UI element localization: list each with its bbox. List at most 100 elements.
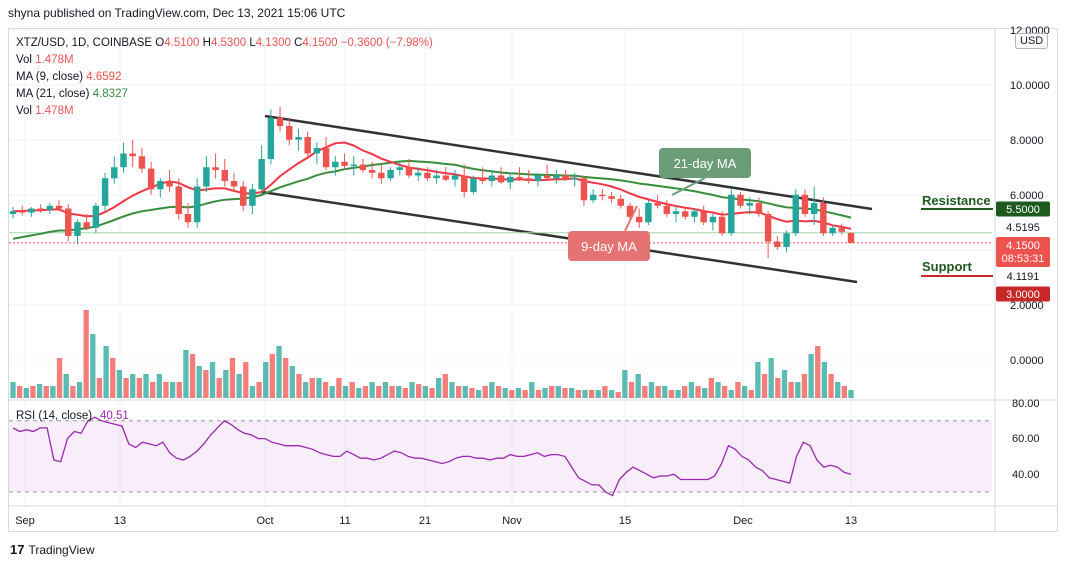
volume-bar — [83, 310, 89, 398]
volume-bar — [309, 378, 315, 398]
rsi-legend-value: 40.51 — [100, 410, 129, 422]
volume-bar — [76, 382, 83, 398]
volume-bar — [316, 378, 322, 398]
candle-body — [74, 222, 81, 236]
candle-body — [810, 203, 818, 214]
last-price-badge-bg — [996, 237, 1050, 267]
candle-body — [368, 170, 376, 173]
candle-body — [101, 178, 109, 206]
ma9-callout-label: 9-day MA — [581, 239, 637, 254]
candle-body — [709, 216, 717, 223]
volume-bar — [781, 370, 788, 398]
candle-body — [258, 159, 265, 190]
candle-body — [442, 175, 450, 180]
price-tick: 0.0000 — [1010, 355, 1044, 367]
candle-body — [470, 178, 477, 192]
volume-bar — [249, 386, 256, 398]
volume-bar — [808, 354, 814, 398]
candle-body — [534, 175, 542, 181]
volume-bar — [761, 374, 768, 398]
resistance-badge-bg — [996, 201, 1050, 217]
volume-bar — [449, 382, 455, 398]
ma21-callout-pointer — [671, 177, 706, 196]
candle-body — [28, 208, 35, 213]
volume-bar — [435, 378, 442, 398]
candle-body — [322, 148, 330, 168]
volume-bar — [296, 374, 302, 398]
candle-body — [507, 176, 514, 183]
candle-body — [543, 175, 551, 179]
volume-bar — [522, 390, 528, 398]
candle-body — [414, 172, 422, 176]
candle-body — [129, 153, 136, 157]
rsi-legend-label: RSI (14, close) — [16, 410, 92, 422]
candle-body — [626, 205, 634, 217]
volume-bar — [396, 386, 402, 398]
candle-body — [295, 137, 302, 140]
volume-bar — [409, 382, 415, 398]
publish-info: shyna published on TradingView.com, Dec … — [8, 6, 346, 20]
volume-bar — [801, 374, 808, 398]
volume-bar — [56, 358, 63, 398]
candle-body — [663, 205, 671, 214]
volume-bar — [715, 382, 721, 398]
volume-bar — [475, 390, 482, 398]
volume-bar — [263, 362, 269, 398]
volume-bar — [775, 378, 781, 398]
volume-bar — [216, 378, 222, 398]
volume-bar — [741, 386, 748, 398]
volume-bar — [728, 390, 734, 398]
volume-bar — [462, 386, 468, 398]
candle-body — [276, 117, 284, 126]
candle-body — [396, 167, 403, 170]
chart-frame — [8, 28, 1058, 532]
candle-body — [451, 175, 459, 180]
tradingview-footer[interactable]: 17 TradingView — [10, 542, 95, 557]
candle-body — [46, 205, 54, 210]
volume-bar — [695, 386, 701, 398]
volume-bar — [169, 382, 176, 398]
ma9-badge: 4.1191 — [1007, 271, 1040, 283]
candle-body — [37, 208, 44, 210]
volume-bar — [642, 386, 648, 398]
volume-bar — [708, 378, 714, 398]
time-axis-label: 11 — [339, 515, 350, 527]
resistance-channel-line — [264, 114, 873, 211]
volume-bar — [116, 370, 123, 398]
candle-body — [580, 178, 588, 201]
volume-bar — [835, 382, 841, 398]
candle-body — [728, 194, 735, 234]
volume-bar — [143, 374, 149, 398]
candle-body — [488, 175, 496, 181]
candle-body — [847, 232, 855, 243]
price-tick: 6.0000 — [1010, 190, 1044, 202]
volume-bar — [196, 366, 202, 398]
candle-body — [774, 241, 781, 247]
candle-body — [755, 203, 763, 214]
volume-bar — [362, 386, 369, 398]
volume-bar — [223, 370, 229, 398]
volume-bar — [376, 386, 382, 398]
candle-body — [166, 181, 173, 187]
volume-bar — [269, 354, 276, 398]
currency-selector[interactable]: USD — [1015, 33, 1049, 49]
ma21-line — [12, 159, 852, 240]
volume-bar — [721, 386, 728, 398]
candle-body — [286, 126, 293, 140]
candle-body — [111, 167, 118, 179]
legend-volume: Vol 1.478M — [16, 54, 74, 66]
volume-bar — [755, 362, 761, 398]
candle-body — [249, 189, 256, 206]
legend-volume-2: Vol 1.478M — [16, 105, 74, 117]
volume-bar — [70, 386, 76, 398]
last-price-badge: 4.1500 — [1006, 240, 1040, 252]
candle-body — [589, 194, 597, 201]
volume-bar — [130, 374, 136, 398]
time-axis-label: Dec — [733, 515, 753, 527]
time-axis-label: Sep — [15, 515, 35, 527]
candle-body — [203, 167, 210, 187]
time-axis-label: 13 — [845, 515, 857, 527]
volume-bar — [30, 386, 36, 398]
volume-bar — [628, 382, 635, 398]
